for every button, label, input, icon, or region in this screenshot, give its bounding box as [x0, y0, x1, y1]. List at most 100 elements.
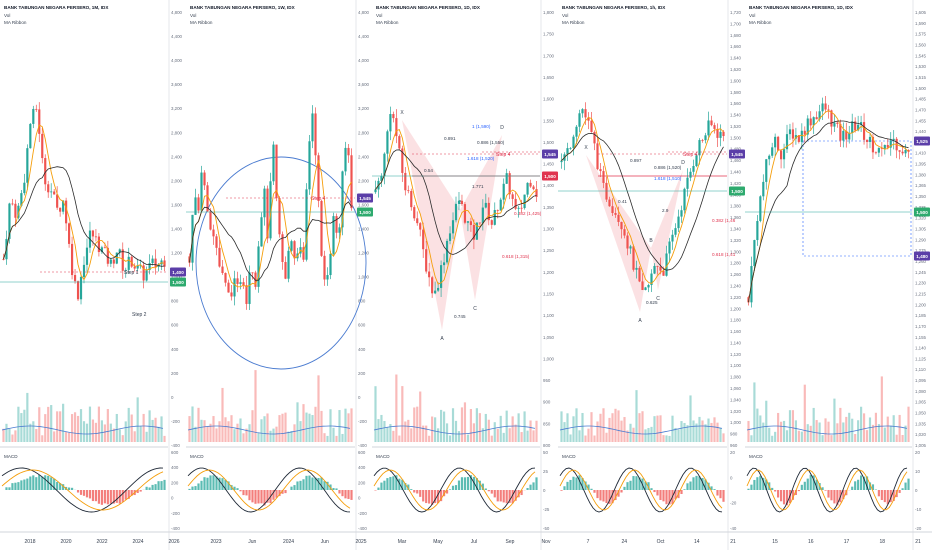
- macd-histogram-bar: [794, 490, 797, 496]
- candle-body: [578, 113, 581, 127]
- macd-histogram-bar: [70, 487, 74, 490]
- candle-body: [626, 235, 629, 249]
- macd-histogram-bar: [532, 482, 535, 490]
- y-tick-label: 1,620: [730, 67, 742, 72]
- candle-body: [139, 265, 142, 267]
- macd-histogram-bar: [308, 475, 311, 490]
- volume-bar: [209, 423, 212, 442]
- macd-histogram-bar: [130, 490, 133, 496]
- macd-histogram-bar: [290, 486, 293, 490]
- y-tick-label: 1,455: [915, 118, 927, 123]
- candle-body: [236, 278, 239, 284]
- macd-histogram-bar: [871, 484, 875, 490]
- candle-body: [892, 138, 895, 141]
- macd-histogram-bar: [481, 483, 484, 490]
- macd-histogram-bar: [26, 478, 29, 490]
- candle-body: [505, 173, 508, 184]
- volume-bar: [335, 435, 338, 442]
- macd-histogram-bar: [529, 484, 532, 490]
- y-tick-label: 2,000: [358, 178, 370, 183]
- y-tick-label: 2,400: [358, 154, 370, 159]
- macd-histogram-bar: [62, 484, 65, 490]
- candle-body: [389, 114, 392, 132]
- candle-body: [839, 123, 842, 141]
- y-tick-label: 1,460: [730, 158, 742, 163]
- candle-body: [487, 202, 490, 221]
- y-tick-label: 900: [543, 400, 551, 405]
- volume-bar: [466, 434, 470, 442]
- macd-histogram-bar: [560, 490, 563, 491]
- y-tick-label: 1,230: [915, 281, 927, 286]
- ma-fast-line: [748, 110, 909, 303]
- chart-title: BANK TABUNGAN NEGARA PERSERO, 1M, IDX: [4, 5, 109, 10]
- volume-bar: [481, 428, 484, 442]
- volume-bar: [569, 434, 572, 442]
- candle-body: [431, 277, 434, 294]
- macd-histogram-bar: [395, 475, 398, 490]
- macd-histogram-bar: [599, 490, 602, 501]
- macd-histogram-bar: [257, 490, 260, 504]
- macd-histogram-bar: [862, 476, 866, 490]
- macd-tick-label: 600: [171, 450, 179, 455]
- volume-ma-line: [1, 425, 164, 435]
- candle-body: [659, 266, 662, 271]
- macd-histogram-bar: [350, 490, 353, 500]
- macd-histogram-bar: [272, 490, 275, 500]
- candle-body: [419, 223, 422, 230]
- candle-body: [812, 117, 815, 126]
- volume-bar: [139, 426, 142, 442]
- volume-bar: [716, 422, 719, 442]
- y-tick-label: 1,215: [915, 291, 927, 296]
- macd-histogram-bar: [719, 490, 722, 499]
- macd-histogram-bar: [377, 487, 380, 490]
- candle-body: [683, 188, 686, 211]
- macd-tick-label: 0: [915, 488, 918, 493]
- candle-body: [566, 148, 569, 155]
- volume-bar: [851, 418, 854, 442]
- volume-bar: [839, 407, 842, 442]
- volume-bar: [218, 421, 221, 442]
- y-tick-label: 1,275: [915, 248, 927, 253]
- volume-bar: [753, 382, 756, 442]
- candle-body: [350, 155, 353, 209]
- candle-body: [665, 253, 668, 276]
- candle-body: [239, 282, 242, 284]
- y-tick-label: 1,100: [730, 363, 742, 368]
- macd-histogram-bar: [466, 476, 470, 490]
- candle-body: [599, 169, 602, 172]
- y-tick-label: 1,350: [915, 194, 927, 199]
- volume-bar: [41, 435, 44, 442]
- x-tick-label: 2026: [168, 539, 179, 545]
- candle-body: [653, 265, 656, 274]
- candle-body: [38, 109, 41, 134]
- y-tick-label: 1,120: [730, 352, 742, 357]
- volume-bar: [85, 423, 89, 442]
- volume-bar: [868, 417, 872, 442]
- macd-histogram-bar: [127, 490, 130, 499]
- volume-bar: [487, 419, 490, 442]
- volume-bar: [32, 421, 35, 442]
- macd-histogram-bar: [194, 486, 197, 490]
- candle-body: [680, 210, 683, 217]
- volume-bar: [407, 419, 410, 442]
- y-tick-label: 1,170: [915, 324, 927, 329]
- volume-bar: [759, 415, 762, 442]
- macd-histogram-bar: [215, 476, 218, 490]
- volume-bar: [771, 435, 774, 442]
- pattern-point-label: X: [400, 110, 404, 116]
- pattern-point-label: B: [458, 200, 462, 206]
- macd-histogram-bar: [653, 490, 656, 493]
- macd-histogram-bar: [454, 485, 458, 490]
- macd-histogram-bar: [851, 486, 854, 490]
- macd-tick-label: 0: [543, 488, 546, 493]
- candle-body: [584, 109, 587, 118]
- macd-histogram-bar: [236, 488, 239, 490]
- macd-histogram-bar: [674, 490, 677, 500]
- y-tick-label: 1,600: [358, 202, 370, 207]
- volume-bar: [275, 426, 278, 442]
- macd-histogram-bar: [224, 479, 227, 490]
- ma-fast-line: [3, 124, 165, 281]
- candle-body: [451, 220, 455, 234]
- candle-body: [112, 259, 115, 264]
- macd-histogram-bar: [907, 478, 910, 490]
